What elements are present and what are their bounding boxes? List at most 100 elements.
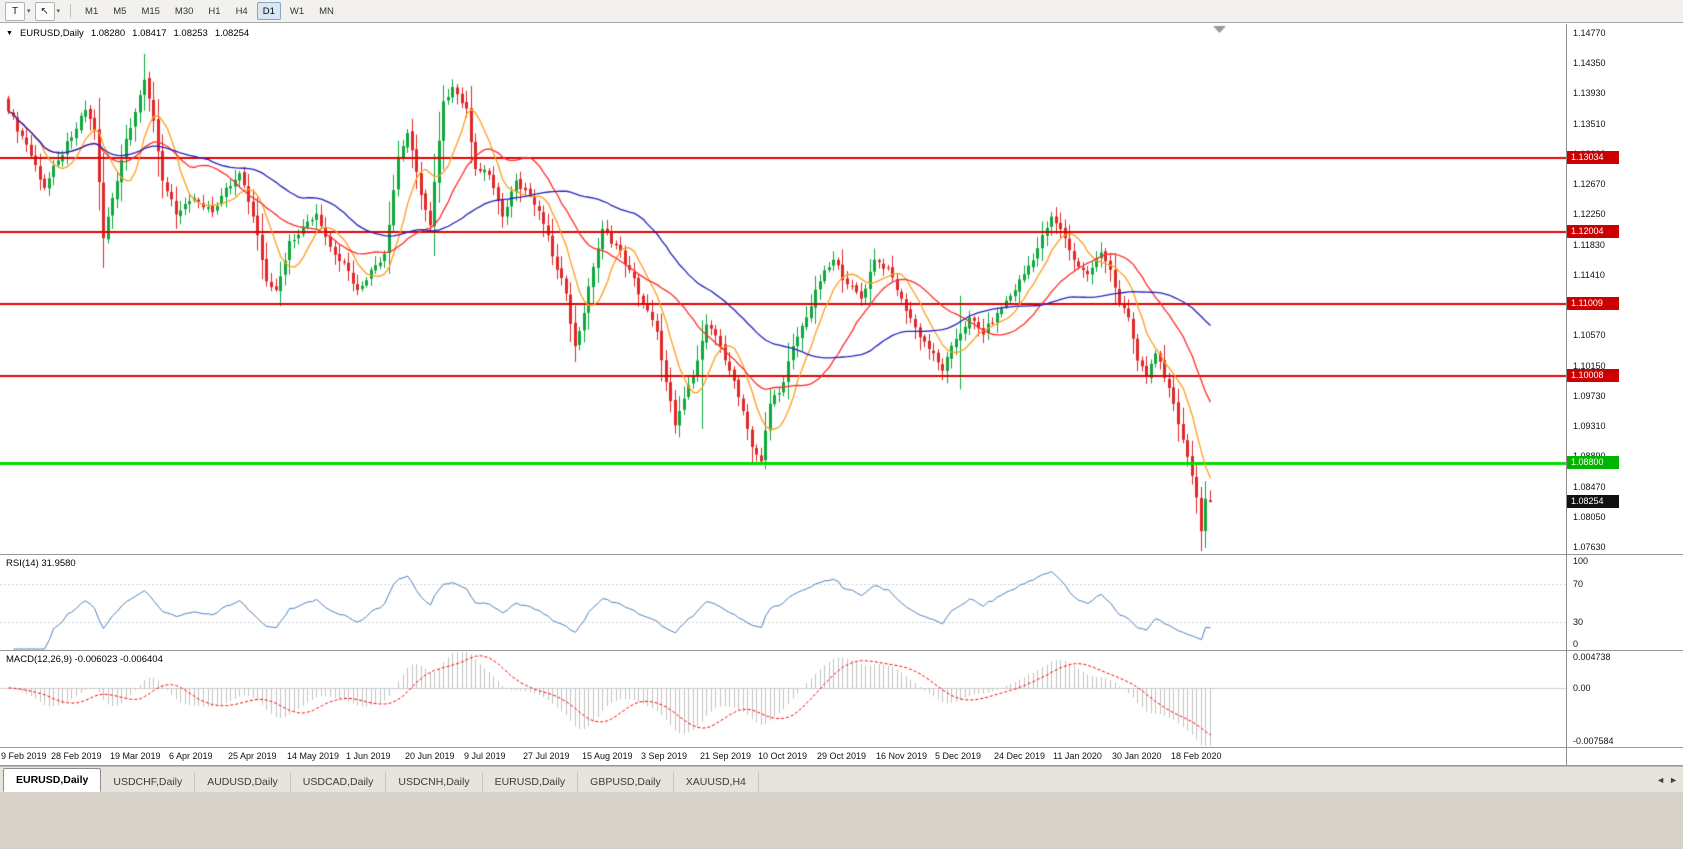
rsi-level-label: 70 [1573, 578, 1584, 589]
price-tick-label: 1.11830 [1573, 239, 1605, 250]
price-tick-label: 1.09730 [1573, 390, 1606, 401]
chart-dropdown-icon[interactable]: ▼ [6, 30, 13, 37]
rsi-label: RSI(14) 31.9580 [6, 558, 76, 569]
date-axis-label: 10 Oct 2019 [758, 751, 808, 761]
price-tick-label: 1.11410 [1573, 269, 1605, 280]
hline-price-badge: 1.13034 [1567, 150, 1619, 164]
ohlc-low-value: 1.08253 [173, 28, 208, 39]
chart-type-tool-button[interactable]: T [5, 1, 25, 21]
panel-divider[interactable] [0, 650, 1683, 651]
tab-scroll-left-button[interactable]: ◄ [1656, 775, 1666, 785]
panel-divider [0, 747, 1683, 748]
timeframe-button-d1[interactable]: D1 [256, 2, 281, 20]
timeframe-button-m15[interactable]: M15 [141, 5, 160, 17]
chart-type-caret-icon[interactable]: ▾ [27, 8, 31, 15]
chart-symbol-label: EURUSD,Daily [19, 28, 84, 39]
timeframe-button-w1[interactable]: W1 [289, 5, 305, 17]
tab-usdcnh-daily-4[interactable]: USDCNH,Daily [386, 772, 483, 792]
date-axis-label: 3 Sep 2019 [641, 751, 688, 761]
tab-scroll-right-button[interactable]: ► [1669, 775, 1678, 785]
date-axis: 9 Feb 2019 28 Feb 2019 19 Mar 2019 6 Apr 20… [0, 748, 1566, 765]
macd-indicator-panel: MACD(12,26,9) -0.006023 -0.006404 [0, 651, 1683, 747]
rsi-level-label: 0 [1573, 639, 1579, 649]
price-tick-label: 1.13930 [1573, 88, 1606, 99]
window-bottom-area [0, 792, 1683, 849]
price-axis-column: 1.147701.143501.139301.135101.130901.126… [1566, 24, 1683, 765]
top-toolbar: T ▾ ↖ ▾ M1 M5 M15 M30 H1 H4 D1 W1 MN [0, 0, 1683, 23]
tab-gbpusd-daily-6[interactable]: GBPUSD,Daily [578, 772, 674, 792]
price-tick-label: 1.07630 [1573, 542, 1606, 553]
date-axis-label: 20 Jun 2019 [405, 751, 455, 761]
hline-price-badge: 1.11009 [1567, 296, 1619, 310]
timeframe-button-group: M1 M5 M15 M30 H1 H4 D1 W1 MN [79, 2, 340, 20]
macd-level-label: -0.007584 [1573, 736, 1614, 746]
macd-label: MACD(12,26,9) -0.006023 -0.006404 [6, 654, 163, 665]
rsi-indicator-panel: RSI(14) 31.9580 [0, 555, 1683, 650]
macd-level-label: 0.00 [1573, 682, 1591, 693]
price-tick-label: 1.13510 [1573, 118, 1606, 129]
ohlc-open-value: 1.08280 [90, 28, 126, 39]
tab-audusd-daily-2[interactable]: AUDUSD,Daily [195, 772, 291, 792]
timeframe-button-m1[interactable]: M1 [85, 5, 99, 17]
date-axis-label: 16 Nov 2019 [876, 751, 928, 761]
date-axis-label: 6 Apr 2019 [169, 751, 213, 761]
date-axis-label: 25 Apr 2019 [228, 751, 277, 761]
date-axis-label: 5 Dec 2019 [935, 751, 982, 761]
macd-canvas[interactable] [0, 651, 1566, 747]
timeframe-button-m5[interactable]: M5 [113, 5, 127, 17]
chart-title: ▼ EURUSD,Daily 1.08280 1.08417 1.08253 1… [6, 28, 249, 39]
date-axis-label: 27 Jul 2019 [523, 751, 570, 761]
date-axis-label: 30 Jan 2020 [1112, 751, 1162, 761]
price-tick-label: 1.10570 [1573, 330, 1606, 341]
tab-scroll-controls: ◄ ► [1656, 774, 1678, 786]
price-tick-label: 1.10150 [1573, 360, 1606, 371]
price-tick-label: 1.08470 [1573, 481, 1606, 492]
timeframe-button-h1[interactable]: H1 [208, 5, 221, 17]
timeframe-button-mn[interactable]: MN [319, 5, 334, 17]
chart-tab-bar: EURUSD,Daily USDCHF,Daily AUDUSD,Daily USDC… [0, 766, 1683, 792]
date-axis-label: 14 May 2019 [287, 751, 340, 761]
rsi-level-label: 100 [1573, 556, 1589, 566]
date-axis-label: 21 Sep 2019 [700, 751, 752, 761]
timeframe-button-h4[interactable]: H4 [235, 5, 248, 17]
ohlc-close-value: 1.08254 [214, 28, 250, 39]
date-axis-label: 19 Mar 2019 [110, 751, 161, 761]
date-axis-label: 29 Oct 2019 [817, 751, 867, 761]
tab-eurusd-daily-0[interactable]: EURUSD,Daily [3, 768, 102, 792]
toolbar-separator [70, 4, 72, 18]
tab-usdcad-daily-3[interactable]: USDCAD,Daily [291, 772, 387, 792]
date-axis-label: 24 Dec 2019 [994, 751, 1046, 761]
date-axis-label: 9 Jul 2019 [464, 751, 506, 761]
price-tick-label: 1.14770 [1573, 27, 1606, 38]
hline-price-badge: 1.08800 [1567, 455, 1619, 469]
cursor-tool-icon: ↖ [40, 5, 49, 17]
date-axis-label: 1 Jun 2019 [346, 751, 391, 761]
rsi-canvas[interactable] [0, 555, 1566, 650]
date-axis-label: 15 Aug 2019 [582, 751, 633, 761]
price-chart-panel: ▼ EURUSD,Daily 1.08280 1.08417 1.08253 1… [0, 24, 1683, 554]
macd-level-label: 0.004738 [1573, 652, 1611, 662]
tab-usdchf-daily-1[interactable]: USDCHF,Daily [101, 772, 196, 792]
date-axis-label: 18 Feb 2020 [1171, 751, 1222, 761]
tab-xauusd-h4-7[interactable]: XAUUSD,H4 [674, 772, 759, 792]
ohlc-high-value: 1.08417 [132, 28, 167, 39]
hline-price-badge: 1.12004 [1567, 225, 1619, 239]
main-chart-canvas[interactable] [0, 24, 1566, 554]
price-tick-label: 1.12250 [1573, 209, 1606, 220]
date-axis-label: 9 Feb 2019 [1, 751, 47, 761]
timeframe-button-m30[interactable]: M30 [174, 5, 194, 17]
hline-price-badge: 1.10008 [1567, 368, 1619, 382]
current-price-badge: 1.08254 [1567, 495, 1619, 509]
rsi-level-label: 30 [1573, 616, 1584, 627]
panel-divider [0, 765, 1683, 766]
date-axis-label: 28 Feb 2019 [51, 751, 102, 761]
tab-eurusd-daily-5[interactable]: EURUSD,Daily [483, 772, 579, 792]
cursor-tool-button[interactable]: ↖ [34, 1, 55, 21]
price-tick-label: 1.14350 [1573, 58, 1606, 69]
price-tick-label: 1.12670 [1573, 179, 1606, 190]
cursor-tool-caret-icon[interactable]: ▾ [56, 8, 61, 15]
chart-type-tool-icon: T [11, 5, 19, 17]
date-axis-label: 11 Jan 2020 [1053, 751, 1102, 761]
price-tick-label: 1.09310 [1573, 421, 1606, 432]
panel-divider[interactable] [0, 554, 1683, 555]
